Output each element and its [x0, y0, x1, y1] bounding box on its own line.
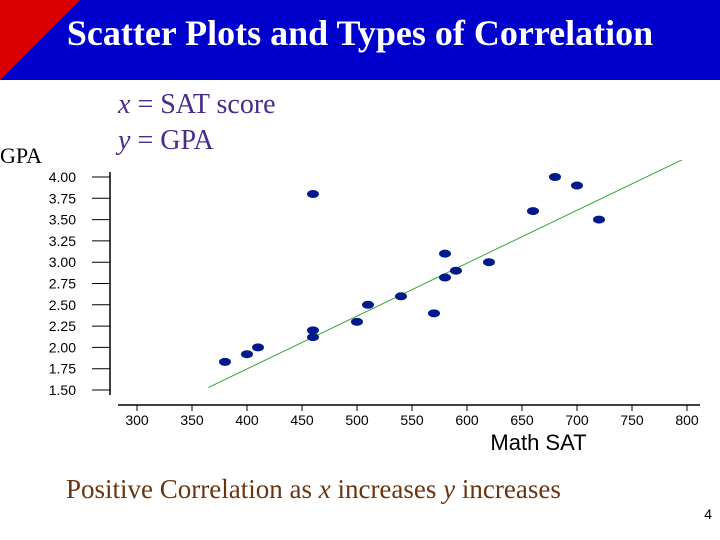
y-variable-symbol: y: [118, 125, 131, 156]
y-axis-label: GPA: [0, 143, 42, 168]
caption-text-3: increases: [455, 474, 561, 504]
y-tick-label: 2.00: [49, 339, 76, 355]
x-tick-label: 600: [455, 412, 479, 428]
y-tick-label: 3.00: [49, 254, 76, 270]
x-tick-label: 500: [345, 412, 369, 428]
x-tick-label: 700: [565, 412, 589, 428]
data-point: [483, 258, 495, 267]
x-axis-label: Math SAT: [490, 430, 586, 455]
y-tick-label: 2.50: [49, 297, 76, 313]
title-bar: Scatter Plots and Types of Correlation: [0, 0, 720, 80]
x-tick-label: 550: [400, 412, 424, 428]
caption-y-symbol: y: [443, 474, 456, 504]
data-point: [439, 249, 451, 258]
data-point: [439, 273, 451, 282]
x-variable-definition: x = SAT score: [118, 91, 276, 119]
data-point: [241, 350, 253, 359]
data-point: [252, 343, 264, 352]
y-variable-definition: y = GPA: [118, 127, 214, 155]
data-point: [307, 326, 319, 335]
data-point: [593, 215, 605, 224]
chart-axes: [92, 172, 700, 411]
x-variable-symbol: x: [118, 89, 131, 120]
y-variable-text: = GPA: [130, 125, 214, 156]
data-point: [307, 190, 319, 199]
page-number: 4: [704, 506, 712, 522]
x-tick-label: 450: [290, 412, 314, 428]
y-tick-label: 2.25: [49, 318, 76, 334]
y-tick-label: 4.00: [49, 169, 76, 185]
data-point: [351, 317, 363, 326]
x-tick-label: 650: [510, 412, 534, 428]
data-point: [549, 173, 561, 181]
data-point: [219, 357, 231, 366]
title-accent-triangle: [0, 0, 80, 80]
y-tick-label: 2.75: [49, 276, 76, 292]
scatter-chart: 4.00 3.75 3.50 3.25 3.00 2.75 2.50 2.25 2.00 1.75…: [49, 160, 700, 455]
trend-line-group: [208, 160, 683, 388]
x-tick-label: 800: [675, 412, 699, 428]
y-tick-label: 3.50: [49, 212, 76, 228]
data-point: [571, 181, 583, 190]
x-variable-text: = SAT score: [130, 89, 276, 120]
data-point: [428, 309, 440, 318]
caption-x-symbol: x: [318, 474, 331, 504]
caption-text-2: increases: [330, 474, 444, 504]
y-tick-label: 3.25: [49, 233, 76, 249]
data-point: [450, 266, 462, 275]
correlation-caption: Positive Correlation as x increases y in…: [66, 474, 561, 505]
slide-title: Scatter Plots and Types of Correlation: [66, 13, 654, 53]
data-point: [527, 207, 539, 216]
data-point: [362, 300, 374, 309]
trend-line: [208, 160, 683, 388]
caption-text-1: Positive Correlation as: [66, 474, 319, 504]
data-point: [395, 292, 407, 301]
x-tick-label: 750: [620, 412, 644, 428]
y-tick-label: 3.75: [49, 190, 76, 206]
x-tick-label: 350: [180, 412, 204, 428]
chart-tick-labels: 4.00 3.75 3.50 3.25 3.00 2.75 2.50 2.25 2.00 1.75…: [49, 169, 699, 428]
data-points: [219, 173, 605, 366]
data-point: [307, 333, 319, 342]
x-tick-label: 400: [235, 412, 259, 428]
y-tick-label: 1.50: [49, 382, 76, 398]
x-tick-label: 300: [125, 412, 149, 428]
y-tick-label: 1.75: [49, 361, 76, 377]
